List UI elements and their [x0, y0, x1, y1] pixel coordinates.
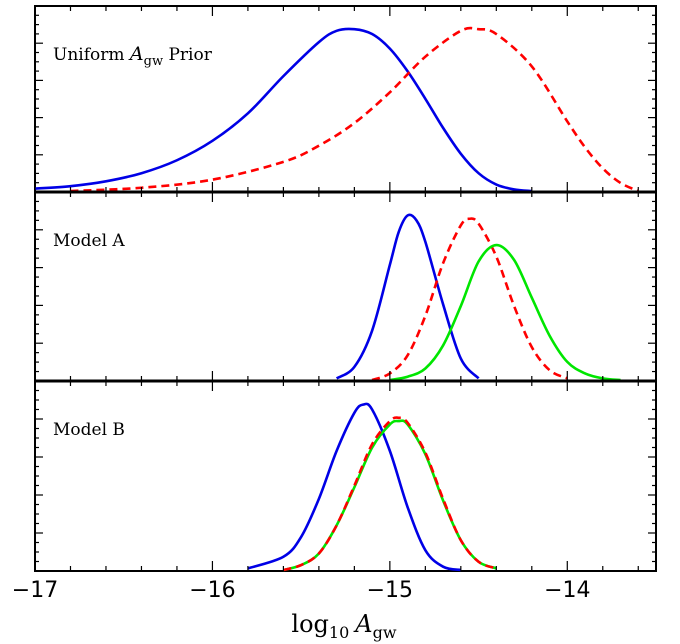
chart-panels: Uniform Agw Prior Model A Model B	[34, 5, 657, 572]
series-line-model-a-1	[371, 217, 568, 382]
panel-model-b: Model B	[34, 380, 657, 572]
panel-label-model-a: Model A	[53, 231, 125, 251]
x-tick-label: −14	[544, 578, 590, 603]
x-tick-label: −17	[12, 578, 58, 603]
x-axis-label: log10 Agw	[291, 610, 396, 642]
series-line-model-a-2	[389, 243, 621, 382]
series-line-model-b-1	[283, 419, 497, 572]
x-tick-label: −16	[189, 578, 235, 603]
panel-frame	[34, 191, 657, 382]
panel-label-model-b: Model B	[53, 420, 125, 440]
x-tick-label: −15	[367, 578, 413, 603]
series-line-uniform-0	[34, 27, 532, 193]
series-line-uniform-1	[70, 26, 639, 193]
series-line-model-a-0	[335, 213, 480, 380]
panel-frame	[34, 380, 657, 572]
series-line-model-b-0	[247, 402, 462, 572]
panel-model-a: Model A	[34, 191, 657, 382]
panel-uniform: Uniform Agw Prior	[34, 5, 657, 193]
panel-frame	[34, 5, 657, 193]
panel-label-uniform: Uniform Agw Prior	[53, 43, 213, 69]
x-axis: −17 −16 −15 −14	[12, 578, 591, 603]
series-line-model-b-2	[283, 416, 497, 572]
